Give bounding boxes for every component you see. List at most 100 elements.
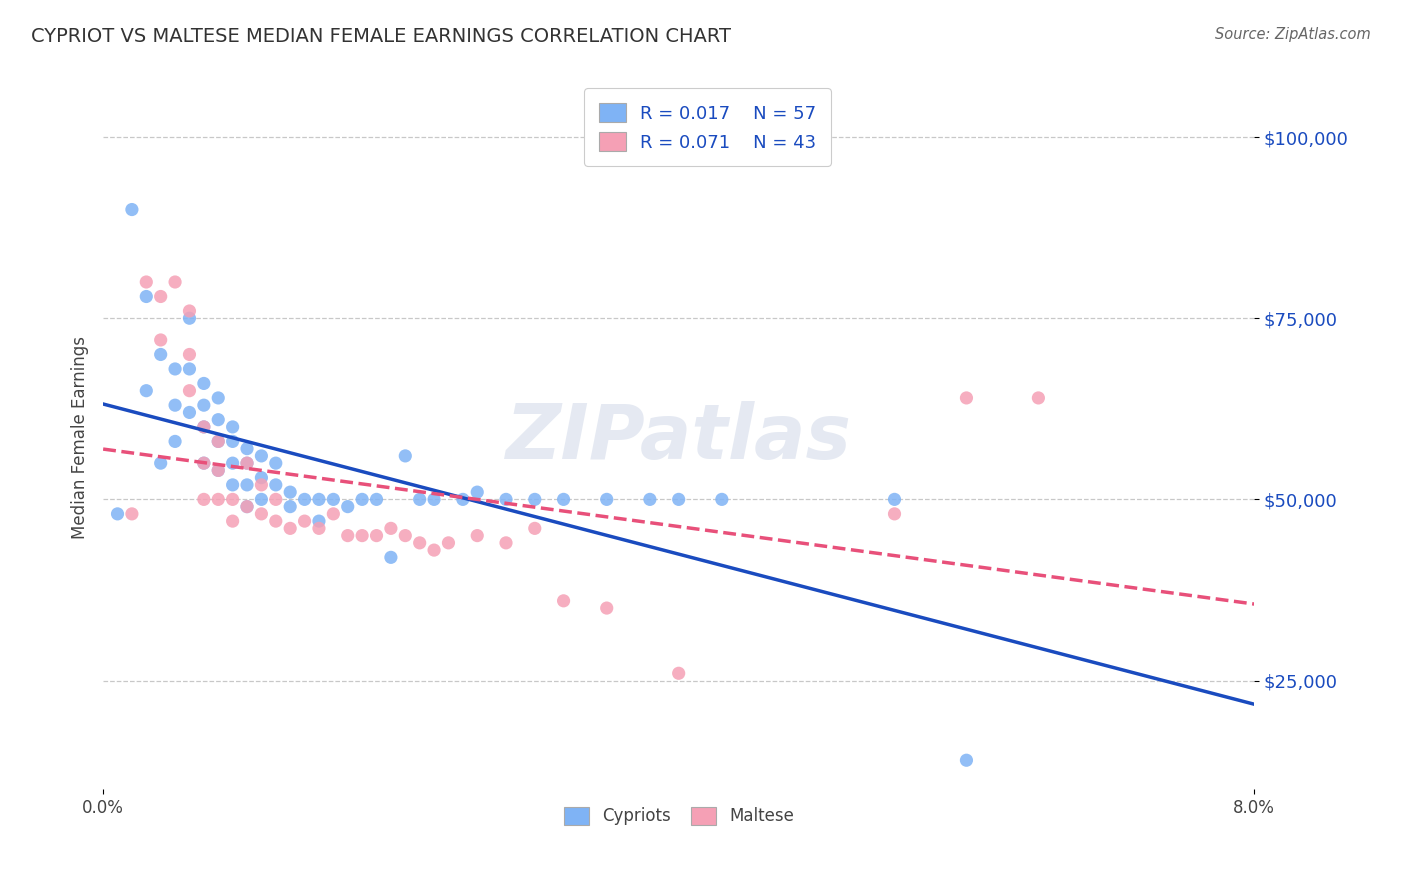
Point: [278, 485, 301, 500]
Point: [638, 492, 661, 507]
Point: [149, 289, 172, 303]
Point: [236, 500, 259, 514]
Point: [668, 666, 690, 681]
Point: [423, 492, 446, 507]
Point: [408, 536, 430, 550]
Point: [394, 528, 416, 542]
Point: [523, 492, 546, 507]
Point: [294, 492, 316, 507]
Point: [221, 420, 243, 434]
Point: [121, 202, 143, 217]
Point: [135, 384, 157, 398]
Point: [179, 384, 201, 398]
Point: [451, 492, 474, 507]
Y-axis label: Median Female Earnings: Median Female Earnings: [72, 336, 89, 540]
Point: [308, 514, 330, 528]
Point: [107, 507, 129, 521]
Point: [322, 492, 344, 507]
Point: [135, 275, 157, 289]
Point: [207, 412, 229, 426]
Point: [165, 275, 187, 289]
Point: [207, 434, 229, 449]
Point: [193, 398, 215, 412]
Point: [193, 456, 215, 470]
Point: [352, 492, 374, 507]
Point: [250, 478, 273, 492]
Point: [221, 514, 243, 528]
Point: [207, 434, 229, 449]
Point: [264, 456, 287, 470]
Point: [193, 420, 215, 434]
Point: [165, 362, 187, 376]
Point: [668, 492, 690, 507]
Point: [193, 492, 215, 507]
Point: [322, 507, 344, 521]
Point: [366, 528, 388, 542]
Point: [236, 456, 259, 470]
Point: [179, 405, 201, 419]
Point: [278, 500, 301, 514]
Point: [207, 463, 229, 477]
Point: [193, 376, 215, 391]
Point: [149, 333, 172, 347]
Point: [236, 442, 259, 456]
Point: [179, 311, 201, 326]
Point: [221, 478, 243, 492]
Point: [408, 492, 430, 507]
Point: [710, 492, 733, 507]
Point: [179, 362, 201, 376]
Text: ZIPatlas: ZIPatlas: [506, 401, 852, 475]
Legend: Cypriots, Maltese: Cypriots, Maltese: [555, 798, 803, 834]
Point: [221, 492, 243, 507]
Point: [207, 391, 229, 405]
Point: [352, 528, 374, 542]
Point: [955, 753, 977, 767]
Point: [236, 456, 259, 470]
Point: [179, 304, 201, 318]
Point: [135, 289, 157, 303]
Point: [465, 528, 488, 542]
Point: [336, 500, 359, 514]
Point: [308, 521, 330, 535]
Point: [278, 521, 301, 535]
Point: [553, 594, 575, 608]
Point: [465, 485, 488, 500]
Point: [250, 507, 273, 521]
Point: [366, 492, 388, 507]
Text: Source: ZipAtlas.com: Source: ZipAtlas.com: [1215, 27, 1371, 42]
Point: [495, 536, 517, 550]
Point: [596, 492, 619, 507]
Point: [883, 492, 905, 507]
Point: [437, 536, 460, 550]
Point: [423, 543, 446, 558]
Point: [380, 550, 402, 565]
Point: [250, 449, 273, 463]
Point: [523, 521, 546, 535]
Point: [121, 507, 143, 521]
Point: [380, 521, 402, 535]
Text: CYPRIOT VS MALTESE MEDIAN FEMALE EARNINGS CORRELATION CHART: CYPRIOT VS MALTESE MEDIAN FEMALE EARNING…: [31, 27, 731, 45]
Point: [394, 449, 416, 463]
Point: [553, 492, 575, 507]
Point: [165, 434, 187, 449]
Point: [207, 463, 229, 477]
Point: [236, 500, 259, 514]
Point: [264, 492, 287, 507]
Point: [1028, 391, 1050, 405]
Point: [308, 492, 330, 507]
Point: [264, 514, 287, 528]
Point: [250, 470, 273, 484]
Point: [221, 456, 243, 470]
Point: [294, 514, 316, 528]
Point: [179, 347, 201, 361]
Point: [193, 420, 215, 434]
Point: [955, 391, 977, 405]
Point: [193, 456, 215, 470]
Point: [221, 434, 243, 449]
Point: [149, 347, 172, 361]
Point: [165, 398, 187, 412]
Point: [149, 456, 172, 470]
Point: [336, 528, 359, 542]
Point: [264, 478, 287, 492]
Point: [596, 601, 619, 615]
